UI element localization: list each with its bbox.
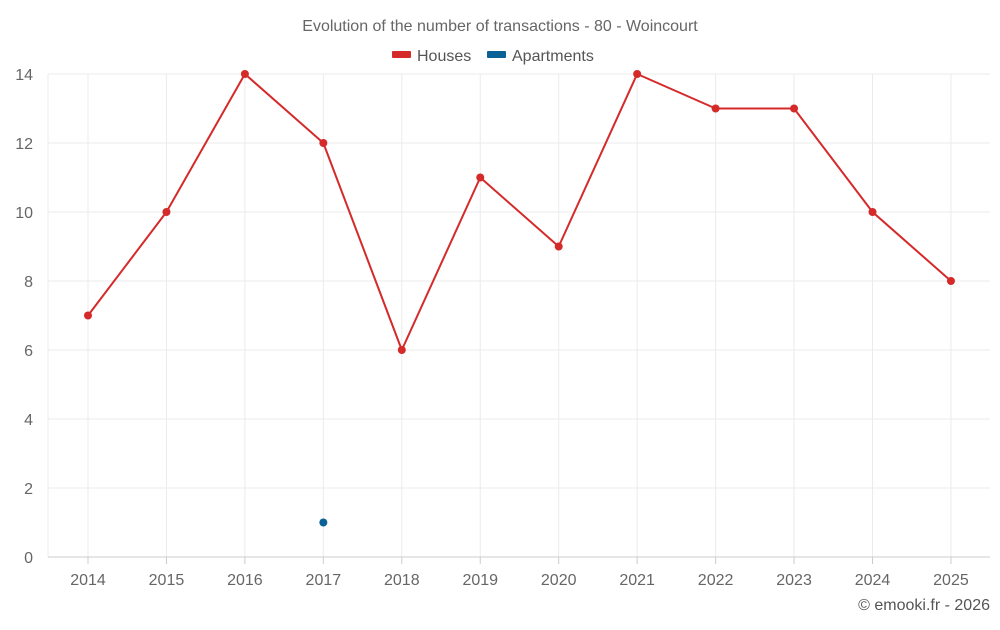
data-point-houses[interactable] (868, 208, 877, 216)
data-point-houses[interactable] (554, 242, 563, 251)
x-tick-label: 2016 (227, 572, 263, 589)
y-tick-label: 8 (24, 274, 33, 291)
y-tick-label: 4 (24, 412, 33, 429)
x-tick-label: 2018 (384, 572, 420, 589)
x-tick-label: 2022 (698, 572, 734, 589)
data-point-houses[interactable] (240, 70, 249, 78)
data-point-houses[interactable] (162, 208, 171, 216)
data-point-houses[interactable] (711, 104, 720, 113)
y-tick-label: 12 (15, 136, 33, 153)
chart-title: Evolution of the number of transactions … (302, 18, 698, 35)
x-tick-label: 2023 (776, 572, 812, 589)
y-tick-label: 10 (15, 205, 33, 222)
y-tick-label: 6 (24, 343, 33, 360)
x-tick-label: 2014 (70, 572, 106, 589)
axes: 0 2 4 6 8 10 12 14 2014 2015 2016 2017 2018 2019 2020 2… (15, 67, 990, 589)
data-point-houses[interactable] (397, 346, 406, 354)
data-point-houses[interactable] (790, 104, 799, 113)
x-tick-label: 2021 (619, 572, 655, 589)
series (84, 70, 955, 527)
y-tick-label: 14 (15, 67, 33, 84)
x-tick-label: 2025 (933, 572, 969, 589)
data-point-houses[interactable] (319, 139, 328, 147)
data-point-houses[interactable] (476, 173, 485, 182)
x-tick-label: 2017 (306, 572, 342, 589)
y-tick-label: 0 (24, 550, 33, 567)
legend-label-apartments[interactable]: Apartments (512, 48, 594, 65)
legend-swatch-apartments[interactable] (487, 51, 506, 58)
legend-swatch-houses[interactable] (392, 51, 411, 58)
data-point-houses[interactable] (84, 311, 92, 320)
credit-text: © emooki.fr - 2026 (858, 597, 990, 614)
legend-label-houses[interactable]: Houses (417, 48, 471, 65)
data-point-houses[interactable] (946, 277, 955, 285)
y-tick-label: 2 (24, 481, 33, 498)
x-tick-label: 2015 (149, 572, 185, 589)
data-point-houses[interactable] (633, 70, 642, 78)
series-line-houses[interactable] (87, 73, 952, 351)
legend: Houses Apartments (392, 48, 594, 65)
grid (48, 73, 990, 557)
x-tick-label: 2020 (541, 572, 577, 589)
x-tick-label: 2024 (855, 572, 891, 589)
x-tick-label: 2019 (462, 572, 498, 589)
data-point-apartments[interactable] (319, 518, 328, 527)
